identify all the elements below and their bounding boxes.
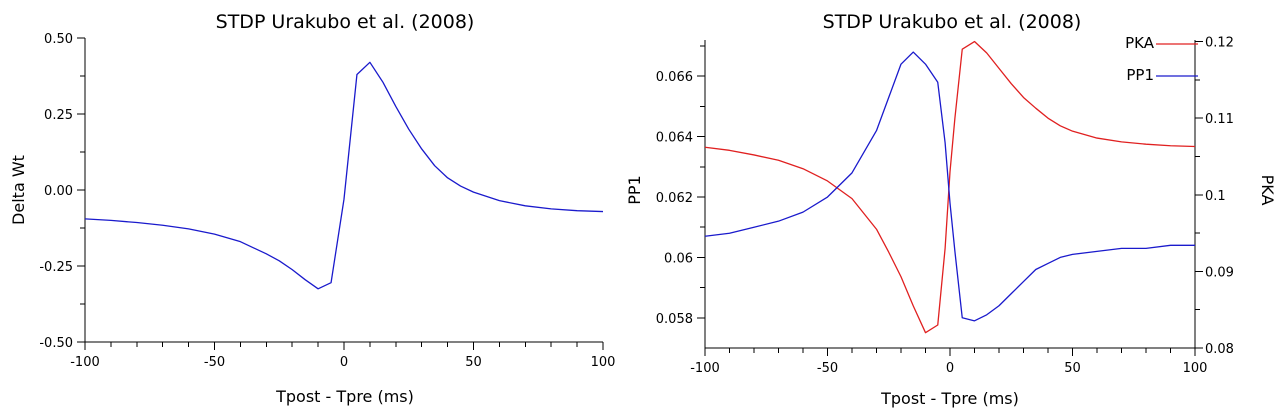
left-x-tick-label: 100	[591, 355, 616, 370]
right-right-y-axis-label: PKA	[1258, 175, 1277, 206]
right-left-y-tick-label: 0.06	[664, 251, 693, 266]
right-right-y-tick-label: 0.12	[1205, 36, 1234, 51]
left-y-axis-label: Delta Wt	[9, 155, 28, 225]
left-y-tick-label: -0.25	[39, 260, 73, 275]
left-y-tick-label: 0.25	[44, 108, 73, 123]
right-series-line-pp1	[704, 51, 1195, 322]
right-chart-title: STDP Urakubo et al. (2008)	[823, 11, 1082, 33]
left-series-line-0	[84, 61, 604, 290]
right-right-y-tick-label: 0.1	[1205, 189, 1226, 204]
left-chart-title: STDP Urakubo et al. (2008)	[216, 11, 475, 33]
left-y-tick-label: 0.50	[44, 32, 73, 47]
legend-label-pp1: PP1	[1126, 66, 1154, 84]
right-left-y-axis-label: PP1	[625, 175, 644, 204]
right-left-y-tick-label: 0.062	[656, 191, 693, 206]
legend-item-pp1: PP1	[1126, 66, 1198, 84]
left-chart: STDP Urakubo et al. (2008) Tpost - Tpre …	[9, 11, 615, 406]
left-series-group	[84, 61, 604, 290]
legend: PKA PP1	[1125, 34, 1198, 84]
right-x-tick-label: 0	[946, 361, 954, 376]
right-series-group	[704, 40, 1196, 334]
left-x-axis-label: Tpost - Tpre (ms)	[275, 387, 414, 406]
right-chart: STDP Urakubo et al. (2008) Tpost - Tpre …	[625, 11, 1277, 408]
left-x-tick-label: -100	[70, 355, 100, 370]
right-x-tick-label: 100	[1183, 361, 1208, 376]
right-axes: -100 -50 0 50 100 0.058 0.06 0.062 0.064 0.066 0.0…	[656, 36, 1234, 376]
left-x-tick-label: -50	[204, 355, 225, 370]
right-x-tick-label: 50	[1064, 361, 1081, 376]
left-y-tick-label: -0.50	[39, 336, 73, 351]
right-left-y-tick-label: 0.058	[656, 312, 693, 327]
right-right-y-tick-label: 0.09	[1205, 265, 1234, 280]
right-left-y-tick-label: 0.064	[656, 131, 693, 146]
left-x-tick-label: 0	[340, 355, 348, 370]
legend-item-pka: PKA	[1125, 34, 1198, 52]
right-left-y-tick-label: 0.066	[656, 70, 693, 85]
right-right-y-tick-label: 0.11	[1205, 112, 1234, 127]
legend-label-pka: PKA	[1125, 34, 1155, 52]
left-y-tick-label: 0.00	[44, 184, 73, 199]
left-x-tick-label: 50	[465, 355, 482, 370]
right-right-y-tick-label: 0.08	[1205, 342, 1234, 357]
right-x-axis-label: Tpost - Tpre (ms)	[880, 389, 1019, 408]
right-x-tick-label: -100	[690, 361, 720, 376]
right-series-line-pka	[704, 40, 1196, 334]
right-x-tick-label: -50	[817, 361, 838, 376]
left-axes: -100 -50 0 50 100 -0.50 -0.25 0.00 0.25 0.50	[39, 32, 615, 370]
